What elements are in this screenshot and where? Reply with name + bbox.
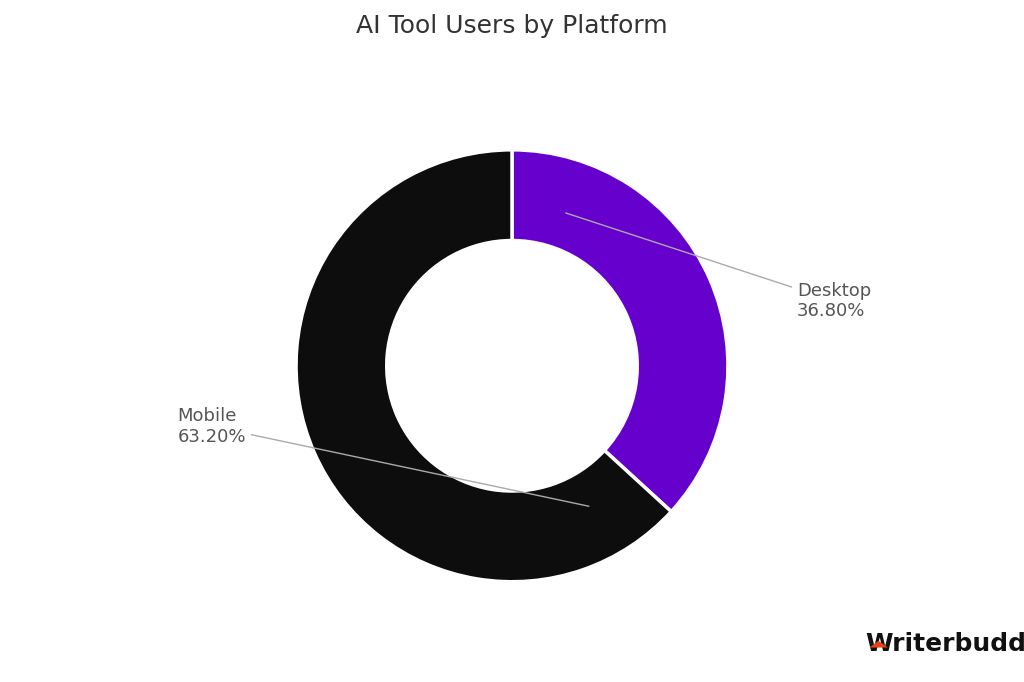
Wedge shape [512,150,728,512]
Wedge shape [296,150,672,582]
Title: AI Tool Users by Platform: AI Tool Users by Platform [356,14,668,38]
Text: Writerbuddy: Writerbuddy [865,632,1024,657]
Text: Desktop
36.80%: Desktop 36.80% [566,213,871,321]
Text: Mobile
63.20%: Mobile 63.20% [177,407,589,506]
